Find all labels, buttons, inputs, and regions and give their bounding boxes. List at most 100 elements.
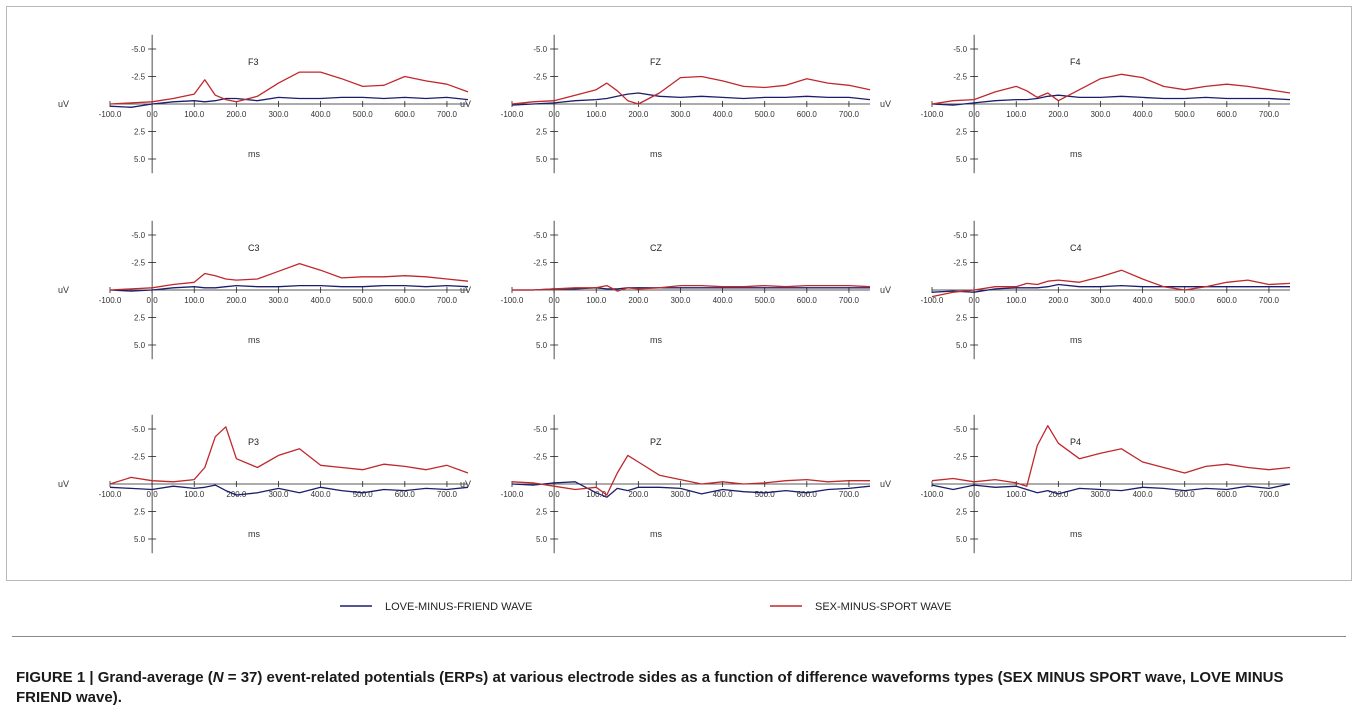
x-tick-label: 600.0 bbox=[1217, 490, 1238, 499]
panel-cz: -5.0 -2.5 2.5 5.0 -100.0 0.0 100.0 200.0 300.0 40… bbox=[460, 220, 871, 360]
x-tick-label: 200.0 bbox=[628, 490, 649, 499]
y-tick-label: -2.5 bbox=[131, 259, 145, 268]
x-tick-label: 0.0 bbox=[147, 490, 159, 499]
x-tick-label: 200.0 bbox=[226, 110, 247, 119]
caption-separator bbox=[12, 636, 1346, 637]
panel-title: P3 bbox=[248, 437, 259, 447]
x-axis-label: ms bbox=[650, 529, 662, 539]
x-tick-label: 0.0 bbox=[549, 296, 561, 305]
panel-title: FZ bbox=[650, 57, 661, 67]
legend: LOVE-MINUS-FRIEND WAVE SEX-MINUS-SPORT W… bbox=[340, 601, 952, 613]
series-line-love-minus-friend bbox=[511, 92, 871, 106]
figure-frame bbox=[6, 6, 1352, 581]
x-tick-label: 600.0 bbox=[1217, 110, 1238, 119]
panel-title: F4 bbox=[1070, 57, 1081, 67]
x-tick-label: 500.0 bbox=[755, 110, 776, 119]
y-tick-label: 5.0 bbox=[134, 155, 146, 164]
x-tick-label: 700.0 bbox=[839, 110, 860, 119]
x-tick-label: 200.0 bbox=[628, 296, 649, 305]
y-tick-label: 2.5 bbox=[956, 508, 968, 517]
panel-title: F3 bbox=[248, 57, 259, 67]
x-tick-label: 300.0 bbox=[670, 490, 691, 499]
y-axis-label: uV bbox=[880, 479, 891, 489]
x-tick-label: 500.0 bbox=[353, 490, 374, 499]
y-tick-label: -5.0 bbox=[131, 231, 145, 240]
x-tick-label: 0.0 bbox=[549, 110, 561, 119]
series-line-sex-minus-sport bbox=[109, 71, 469, 105]
series-line-sex-minus-sport bbox=[109, 426, 469, 485]
x-tick-label: 500.0 bbox=[353, 296, 374, 305]
x-tick-label: 300.0 bbox=[1090, 110, 1111, 119]
x-tick-label: 600.0 bbox=[395, 110, 416, 119]
y-axis-label: uV bbox=[460, 285, 471, 295]
caption-part2: = 37) event-related potentials (ERPs) at… bbox=[16, 669, 1284, 706]
x-tick-label: 400.0 bbox=[1133, 110, 1154, 119]
x-tick-label: 500.0 bbox=[1175, 490, 1196, 499]
x-tick-label: 0.0 bbox=[969, 110, 981, 119]
x-tick-label: 700.0 bbox=[437, 296, 458, 305]
x-tick-label: 600.0 bbox=[395, 490, 416, 499]
x-tick-label: 500.0 bbox=[1175, 296, 1196, 305]
x-tick-label: 0.0 bbox=[147, 110, 159, 119]
y-axis-label: uV bbox=[58, 479, 69, 489]
y-axis-label: uV bbox=[58, 99, 69, 109]
caption-label: FIGURE 1 | bbox=[16, 669, 98, 686]
y-tick-label: 5.0 bbox=[536, 535, 548, 544]
x-tick-label: 600.0 bbox=[395, 296, 416, 305]
panel-title: CZ bbox=[650, 243, 662, 253]
series-line-love-minus-friend bbox=[109, 284, 469, 292]
panel-p4: -5.0-2.52.55.0-100.0 0.0 100.0 200.0 300.0 40… bbox=[880, 414, 1291, 554]
x-tick-label: 700.0 bbox=[1259, 490, 1280, 499]
x-tick-label: 500.0 bbox=[755, 490, 776, 499]
series-line-love-minus-friend bbox=[931, 483, 1291, 495]
x-tick-label: 300.0 bbox=[1090, 490, 1111, 499]
series-line-sex-minus-sport bbox=[109, 262, 469, 291]
x-tick-label: 500.0 bbox=[755, 296, 776, 305]
series-line-sex-minus-sport bbox=[931, 73, 1291, 105]
y-tick-label: -5.0 bbox=[953, 45, 967, 54]
x-tick-label: 200.0 bbox=[226, 296, 247, 305]
x-tick-label: 0.0 bbox=[969, 296, 981, 305]
panel-f3: -5.0 -2.5 2.5 5.0 -100.0 0.0 100.0 200.0 300.0 40… bbox=[58, 34, 469, 174]
x-tick-label: 300.0 bbox=[268, 296, 289, 305]
y-tick-label: -5.0 bbox=[953, 425, 967, 434]
legend-label-sex-minus-sport: SEX-MINUS-SPORT WAVE bbox=[815, 601, 952, 613]
x-tick-label: 700.0 bbox=[1259, 110, 1280, 119]
panel-grid: -5.0 -2.5 2.5 5.0 -100.0 0.0 100.0 200.0 300.0 40… bbox=[58, 34, 1291, 554]
x-tick-label: -100.0 bbox=[501, 110, 524, 119]
x-tick-label: 700.0 bbox=[437, 110, 458, 119]
y-axis-label: uV bbox=[460, 99, 471, 109]
x-tick-label: 300.0 bbox=[268, 490, 289, 499]
y-axis-label: uV bbox=[880, 99, 891, 109]
x-tick-label: 100.0 bbox=[1006, 110, 1027, 119]
x-tick-label: 300.0 bbox=[670, 110, 691, 119]
x-tick-label: 200.0 bbox=[1048, 110, 1069, 119]
panel-title: PZ bbox=[650, 437, 662, 447]
y-tick-label: -2.5 bbox=[953, 453, 967, 462]
x-axis-label: ms bbox=[248, 149, 260, 159]
y-tick-label: 2.5 bbox=[956, 128, 968, 137]
series-line-love-minus-friend bbox=[931, 283, 1290, 293]
x-tick-label: -100.0 bbox=[501, 490, 524, 499]
panel-title: P4 bbox=[1070, 437, 1081, 447]
x-tick-label: 400.0 bbox=[311, 490, 332, 499]
x-tick-label: 200.0 bbox=[628, 110, 649, 119]
panel-title: C3 bbox=[248, 243, 260, 253]
x-tick-label: 400.0 bbox=[311, 110, 332, 119]
x-tick-label: 100.0 bbox=[1006, 490, 1027, 499]
y-tick-label: -5.0 bbox=[533, 231, 547, 240]
x-tick-label: 500.0 bbox=[353, 110, 374, 119]
panel-p3: -5.0-2.52.55.0-100.0 0.0 100.0 200.0 300.0 40… bbox=[58, 414, 469, 554]
y-tick-label: -5.0 bbox=[533, 45, 547, 54]
x-tick-label: 500.0 bbox=[1175, 110, 1196, 119]
series-line-love-minus-friend bbox=[512, 287, 870, 291]
series-line-sex-minus-sport bbox=[931, 425, 1291, 487]
y-tick-label: 5.0 bbox=[134, 341, 146, 350]
series-line-love-minus-friend bbox=[109, 96, 469, 108]
x-axis-label: ms bbox=[1070, 149, 1082, 159]
panel-f4: -5.0 -2.5 2.5 5.0 -100.0 0.0 100.0 200.0 300.0 40… bbox=[880, 34, 1291, 174]
x-tick-label: 200.0 bbox=[1048, 296, 1069, 305]
x-tick-label: 400.0 bbox=[713, 490, 734, 499]
erp-figure: -5.0 -2.5 2.5 5.0 -100.0 0.0 100.0 200.0 300.0 40… bbox=[58, 34, 1291, 613]
x-tick-label: 600.0 bbox=[797, 110, 818, 119]
